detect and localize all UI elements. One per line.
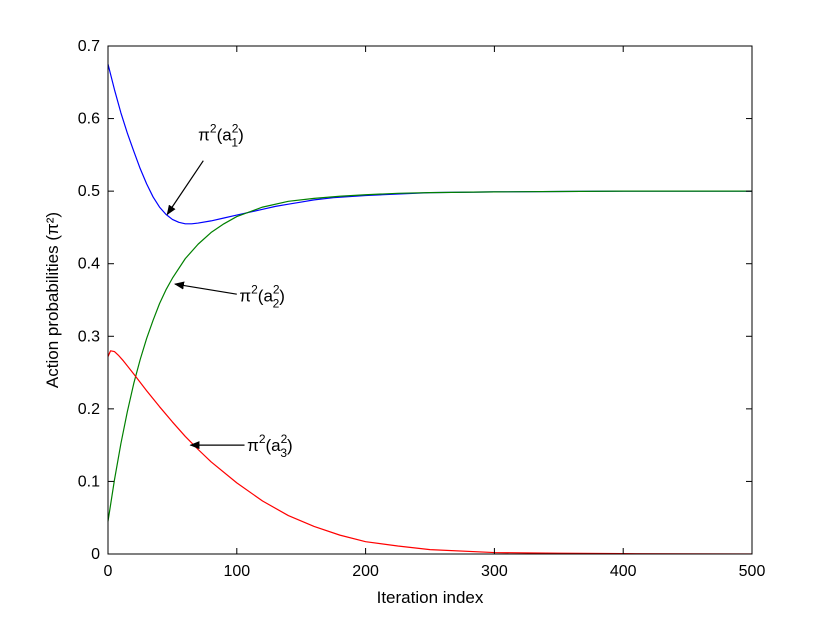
y-axis: 0 0.1 0.2 0.3 0.4 0.5 0.6 0.7 — [78, 38, 752, 563]
annotation-arrow-1 — [166, 160, 204, 216]
x-axis: 0 100 200 300 400 500 — [104, 46, 766, 580]
x-tick-label: 200 — [352, 563, 379, 580]
x-tick-label: 400 — [610, 563, 637, 580]
y-tick-label: 0 — [91, 546, 100, 563]
y-tick-label: 0.6 — [78, 111, 100, 128]
annotations: π2(a2 1) π2(a2 2) π2(a2 3) — [166, 121, 293, 460]
annotation-arrow-2 — [173, 281, 237, 295]
y-tick-label: 0.3 — [78, 328, 100, 345]
x-tick-label: 300 — [481, 563, 508, 580]
annotation-label-2: π2(a2 2) — [239, 282, 285, 310]
x-tick-label: 100 — [223, 563, 250, 580]
x-tick-label: 500 — [739, 563, 766, 580]
y-tick-label: 0.2 — [78, 401, 100, 418]
annotation-label-3: π2(a2 3) — [247, 432, 293, 460]
x-tick-label: 0 — [104, 563, 113, 580]
y-tick-label: 0.1 — [78, 473, 100, 490]
axes-box — [107, 45, 753, 555]
plot-area — [108, 46, 752, 554]
x-axis-label: Iteration index — [377, 588, 484, 607]
y-tick-label: 0.5 — [78, 183, 100, 200]
y-tick-label: 0.4 — [78, 256, 100, 273]
series-line-2 — [107, 190, 752, 522]
annotation-label-1: π2(a2 1) — [198, 121, 244, 149]
y-axis-label: Action probabilities (π²) — [43, 212, 62, 388]
y-tick-label: 0.7 — [78, 38, 100, 55]
